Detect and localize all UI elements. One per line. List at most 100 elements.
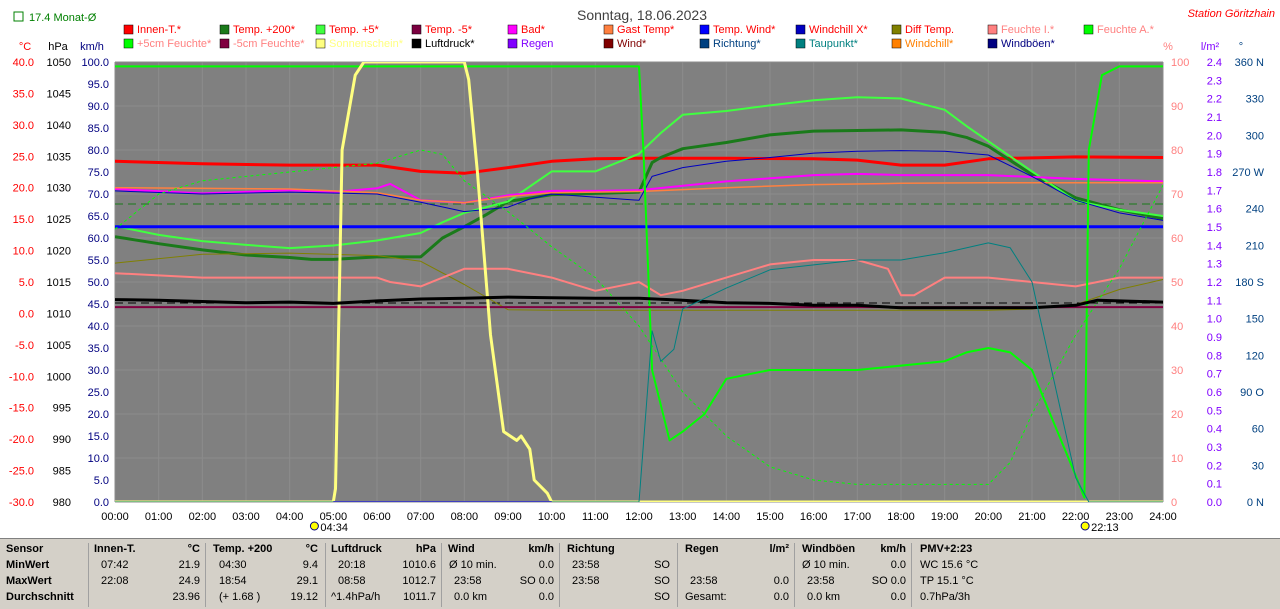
tick-humidity: 80: [1171, 145, 1183, 157]
tick-x-time: 11:00: [582, 511, 609, 523]
legend-label: Bad*: [521, 24, 546, 36]
legend-label: Windchill*: [905, 38, 954, 50]
stats-pmv-taupunkt: TP 15.1 °C: [920, 575, 974, 587]
stats-luftdruck-unit: hPa: [415, 543, 436, 555]
legend-label: Sonnenschein*: [329, 38, 404, 50]
tick-x-time: 18:00: [887, 511, 915, 523]
tick-wind_speed: 80.0: [88, 145, 109, 157]
tick-x-time: 08:00: [451, 511, 479, 523]
legend-swatch[interactable]: [123, 38, 134, 49]
tick-humidity: 30: [1171, 365, 1183, 377]
tick-wind_speed: 70.0: [88, 189, 109, 201]
tick-rain: 2.3: [1207, 75, 1222, 87]
legend-swatch[interactable]: [987, 24, 998, 35]
tick-pressure: 1045: [47, 88, 71, 100]
legend-swatch[interactable]: [699, 24, 710, 35]
legend-swatch[interactable]: [891, 24, 902, 35]
legend-swatch[interactable]: [795, 24, 806, 35]
tick-pressure: 1040: [47, 120, 71, 132]
legend-swatch[interactable]: [699, 38, 710, 49]
legend-label: Windböen*: [1001, 38, 1056, 50]
legend-label: Temp. -5*: [425, 24, 473, 36]
stats-luftdruck-col: Luftdruck hPa 20:18 1010.6 08:58 1012.7 …: [325, 543, 442, 607]
legend-swatch[interactable]: [315, 24, 326, 35]
tick-pressure: 980: [53, 497, 71, 509]
monat-checkbox[interactable]: [13, 11, 24, 22]
legend-swatch[interactable]: [507, 38, 518, 49]
tick-direction: 360 N: [1235, 57, 1264, 69]
tick-humidity: 90: [1171, 101, 1183, 113]
legend-swatch[interactable]: [891, 38, 902, 49]
stats-pmv-windchill: WC 15.6 °C: [920, 559, 979, 571]
stats-row-avg: Durchschnitt: [6, 591, 74, 603]
legend-swatch[interactable]: [795, 38, 806, 49]
legend-swatch[interactable]: [603, 24, 614, 35]
legend-label: Temp. Wind*: [713, 24, 776, 36]
tick-rain: 2.0: [1207, 130, 1222, 142]
stats-temp200-avg-value: 19.12: [290, 591, 318, 603]
legend-label: Gast Temp*: [617, 24, 675, 36]
stats-wind-max-time: 23:58: [454, 575, 482, 587]
stats-innen-min-value: 21.9: [178, 559, 200, 571]
tick-humidity: 10: [1171, 453, 1183, 465]
legend-label: Temp. +200*: [233, 24, 296, 36]
stats-luftdruck-avg-value: 1011.7: [403, 591, 436, 603]
tick-pressure: 1050: [47, 57, 71, 69]
stats-wind-distance: 0.0 km: [454, 591, 488, 603]
legend-swatch[interactable]: [123, 24, 134, 35]
stats-windboeen-avg-value: 0.0: [890, 591, 906, 603]
tick-temperature: -5.0: [15, 340, 34, 352]
tick-pressure: 985: [53, 466, 71, 478]
tick-temperature: -20.0: [9, 434, 34, 446]
stats-richtung-col: Richtung 23:58 SO 23:58 SO SO: [559, 543, 678, 607]
legend-swatch[interactable]: [603, 38, 614, 49]
tick-direction: 210: [1246, 240, 1264, 252]
tick-wind_speed: 15.0: [88, 431, 109, 443]
tick-temperature: -25.0: [9, 466, 34, 478]
stats-innen-min-time: 07:42: [101, 559, 129, 571]
stats-temp200-trend: (+ 1.68 ): [219, 591, 261, 603]
unit-temperature: °C: [19, 41, 31, 53]
stats-innen-unit: °C: [187, 543, 200, 555]
tick-wind_speed: 100.0: [81, 57, 109, 69]
stats-temp200-max-time: 18:54: [219, 575, 247, 587]
legend-label: Diff Temp.: [905, 24, 954, 36]
tick-x-time: 13:00: [669, 511, 697, 523]
sunrise-marker: 04:34: [309, 521, 348, 534]
tick-pressure: 1020: [47, 246, 71, 258]
tick-rain: 0.7: [1207, 369, 1222, 381]
tick-wind_speed: 25.0: [88, 387, 109, 399]
legend-swatch[interactable]: [987, 38, 998, 49]
stats-wind-title: Wind: [448, 543, 475, 555]
stats-richtung-title: Richtung: [567, 543, 615, 555]
tick-rain: 1.2: [1207, 277, 1222, 289]
stats-sensor-title: Sensor: [6, 543, 44, 555]
legend-swatch[interactable]: [219, 38, 230, 49]
series-gast-temp: [115, 181, 1163, 204]
date-title: Sonntag, 18.06.2023: [577, 7, 707, 23]
legend-swatch[interactable]: [219, 24, 230, 35]
tick-temperature: 0.0: [19, 308, 34, 320]
tick-rain: 0.4: [1207, 424, 1222, 436]
legend-swatch[interactable]: [411, 38, 422, 49]
stats-wind-col: Wind km/h Ø 10 min. 0.0 23:58 SO 0.0 0.0…: [441, 543, 560, 607]
monat-checkbox-label: 17.4 Monat-Ø: [29, 12, 97, 24]
legend-swatch[interactable]: [507, 24, 518, 35]
tick-x-time: 22:00: [1062, 511, 1090, 523]
tick-wind_speed: 35.0: [88, 343, 109, 355]
tick-rain: 0.2: [1207, 460, 1222, 472]
series-windchill-x: [115, 150, 1163, 221]
tick-rain: 1.6: [1207, 204, 1222, 216]
stats-regen-col: Regen l/m² 23:58 0.0 Gesamt: 0.0: [677, 543, 795, 607]
legend-label: Taupunkt*: [809, 38, 859, 50]
tick-direction: 30: [1252, 460, 1264, 472]
tick-wind_speed: 0.0: [94, 497, 109, 509]
tick-rain: 1.8: [1207, 167, 1222, 179]
sunrise-time: 04:34: [320, 522, 348, 534]
tick-wind_speed: 75.0: [88, 167, 109, 179]
tick-direction: 270 W: [1232, 167, 1264, 179]
legend-label: +5cm Feuchte*: [137, 38, 212, 50]
legend-swatch[interactable]: [411, 24, 422, 35]
legend-swatch[interactable]: [1083, 24, 1094, 35]
legend-swatch[interactable]: [315, 38, 326, 49]
